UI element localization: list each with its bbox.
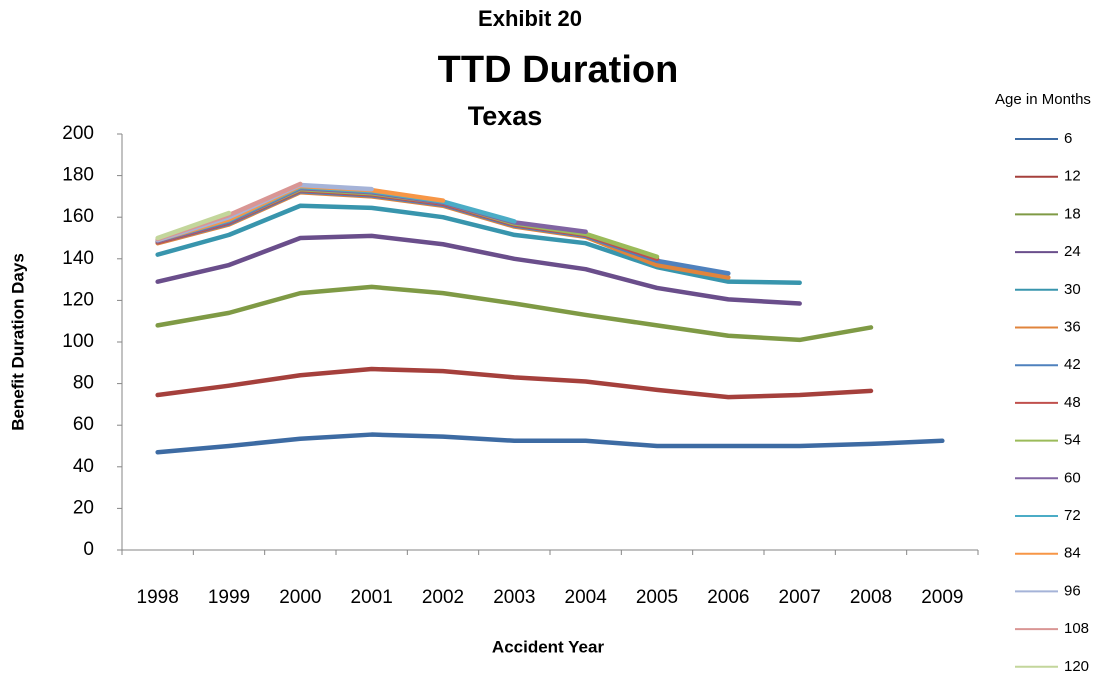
legend-label: 108 <box>1064 620 1089 637</box>
x-tick-label: 2009 <box>921 587 963 608</box>
x-tick-label: 2007 <box>779 587 821 608</box>
legend-label: 12 <box>1064 168 1081 185</box>
y-tick-label: 140 <box>62 248 94 269</box>
y-tick-label: 0 <box>83 539 94 560</box>
x-tick-label: 2008 <box>850 587 892 608</box>
y-tick-label: 200 <box>62 123 94 144</box>
y-tick-label: 120 <box>62 289 94 310</box>
y-tick-label: 160 <box>62 206 94 227</box>
legend-label: 120 <box>1064 658 1089 675</box>
legend-label: 84 <box>1064 545 1081 562</box>
y-axis-title: Benefit Duration Days <box>8 253 27 431</box>
x-tick-label: 2005 <box>636 587 678 608</box>
y-tick-label: 60 <box>73 414 94 435</box>
x-tick-label: 1999 <box>208 587 250 608</box>
series-line <box>155 210 232 241</box>
legend-label: 6 <box>1064 130 1072 147</box>
y-tick-label: 40 <box>73 456 94 477</box>
series-line <box>155 432 945 455</box>
chart-title: Exhibit 20 <box>478 6 582 31</box>
x-tick-label: 2001 <box>351 587 393 608</box>
series-line <box>155 203 802 285</box>
x-tick-label: 2006 <box>707 587 749 608</box>
x-axis-title: Accident Year <box>492 637 605 656</box>
y-tick-label: 80 <box>73 373 94 394</box>
series-line <box>155 284 874 343</box>
series-line <box>155 366 874 400</box>
x-tick-label: 2003 <box>493 587 535 608</box>
legend-title: Age in Months <box>995 91 1091 108</box>
legend-label: 54 <box>1064 432 1081 449</box>
x-tick-label: 2004 <box>565 587 608 608</box>
y-tick-label: 20 <box>73 497 94 518</box>
legend-label: 18 <box>1064 205 1081 222</box>
series-line <box>155 233 802 306</box>
legend-label: 36 <box>1064 318 1081 335</box>
chart-subtitle: Texas <box>468 101 543 131</box>
chart-subtitle: TTD Duration <box>438 49 679 91</box>
legend-label: 60 <box>1064 469 1081 486</box>
y-tick-label: 180 <box>62 165 94 186</box>
legend-label: 96 <box>1064 582 1081 599</box>
legend-label: 24 <box>1064 243 1081 260</box>
legend-label: 42 <box>1064 356 1081 373</box>
legend-label: 30 <box>1064 281 1081 298</box>
x-tick-label: 1998 <box>137 587 179 608</box>
legend-label: 48 <box>1064 394 1081 411</box>
legend-label: 72 <box>1064 507 1081 524</box>
x-tick-label: 2000 <box>279 587 321 608</box>
x-tick-label: 2002 <box>422 587 464 608</box>
y-tick-label: 100 <box>62 331 94 352</box>
